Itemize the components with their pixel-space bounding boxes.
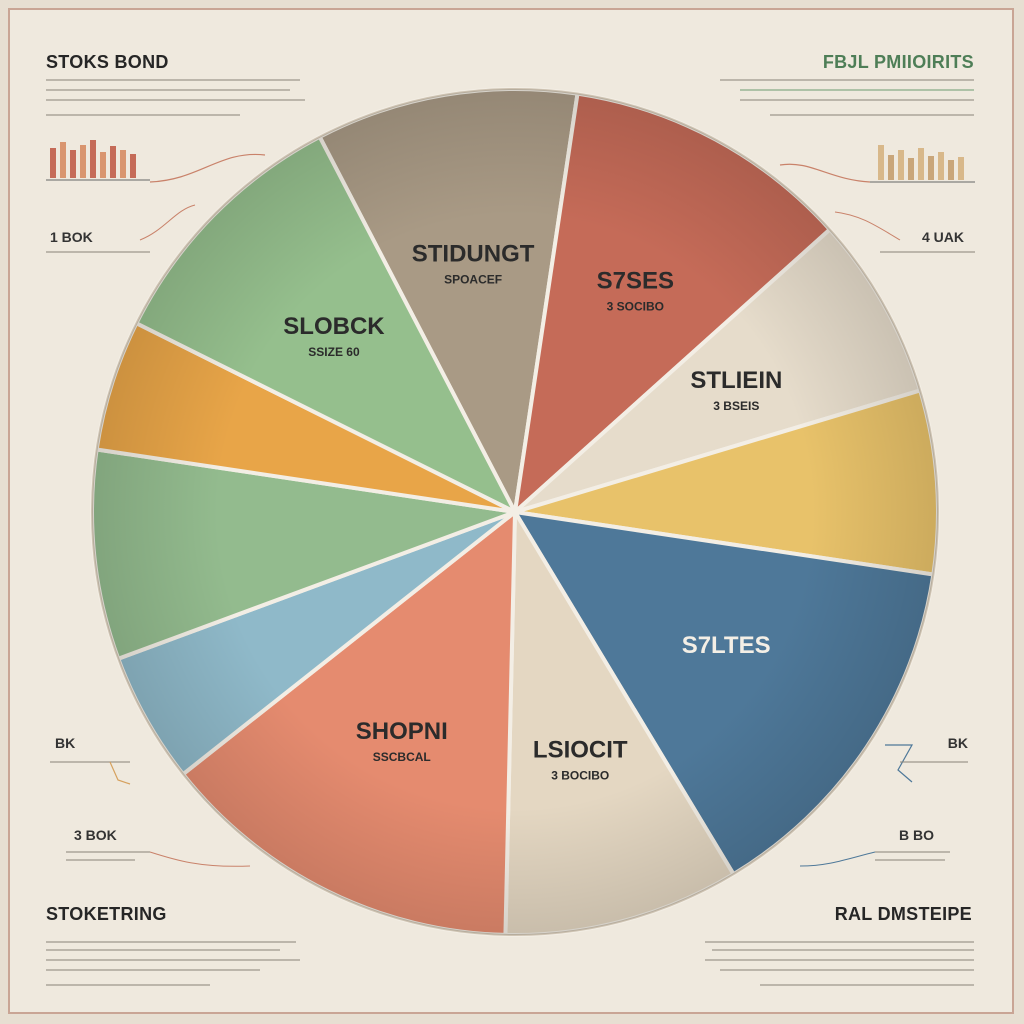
right-value-2: BK <box>948 735 968 751</box>
slice-sublabel-1: 3 SOCIBO <box>607 300 664 314</box>
slice-sublabel-0: SPOACEF <box>444 273 502 287</box>
slice-label-0: STIDUNGT <box>412 241 535 268</box>
bottom-left-title: STOKETRING <box>46 904 167 924</box>
right-value-1: 4 UAK <box>922 229 964 245</box>
slice-label-6: SHOPNI <box>356 718 448 745</box>
slice-label-5: LSIOCIT <box>533 736 628 763</box>
left-value-1: 1 BOK <box>50 229 93 245</box>
mini-bar-chart-right <box>870 145 975 183</box>
slice-label-10: SLOBCK <box>283 313 385 340</box>
top-right-title: FBJL PMIIOIRITS <box>823 52 974 72</box>
slice-label-2: STLIEIN <box>690 367 782 394</box>
top-left-title: STOKS BOND <box>46 52 169 72</box>
pie-labels: STIDUNGT SPOACEF S7SES 3 SOCIBO STLIEIN 3 BSE… <box>283 241 782 783</box>
mini-bar-chart-left <box>46 140 150 181</box>
left-value-3: 3 BOK <box>74 827 117 843</box>
slice-sublabel-10: SSIZE 60 <box>308 345 360 359</box>
slice-sublabel-2: 3 BSEIS <box>713 399 759 413</box>
slice-label-1: S7SES <box>597 268 674 295</box>
left-value-2: BK <box>55 735 75 751</box>
right-value-3: B BO <box>899 827 934 843</box>
slice-sublabel-6: SSCBCAL <box>373 750 431 764</box>
slice-sublabel-5: 3 BOCIBO <box>551 768 609 782</box>
bottom-right-title: RAL DMSTEIPE <box>835 904 972 924</box>
pie-slices <box>90 87 940 937</box>
slice-label-4: S7LTES <box>682 632 771 659</box>
